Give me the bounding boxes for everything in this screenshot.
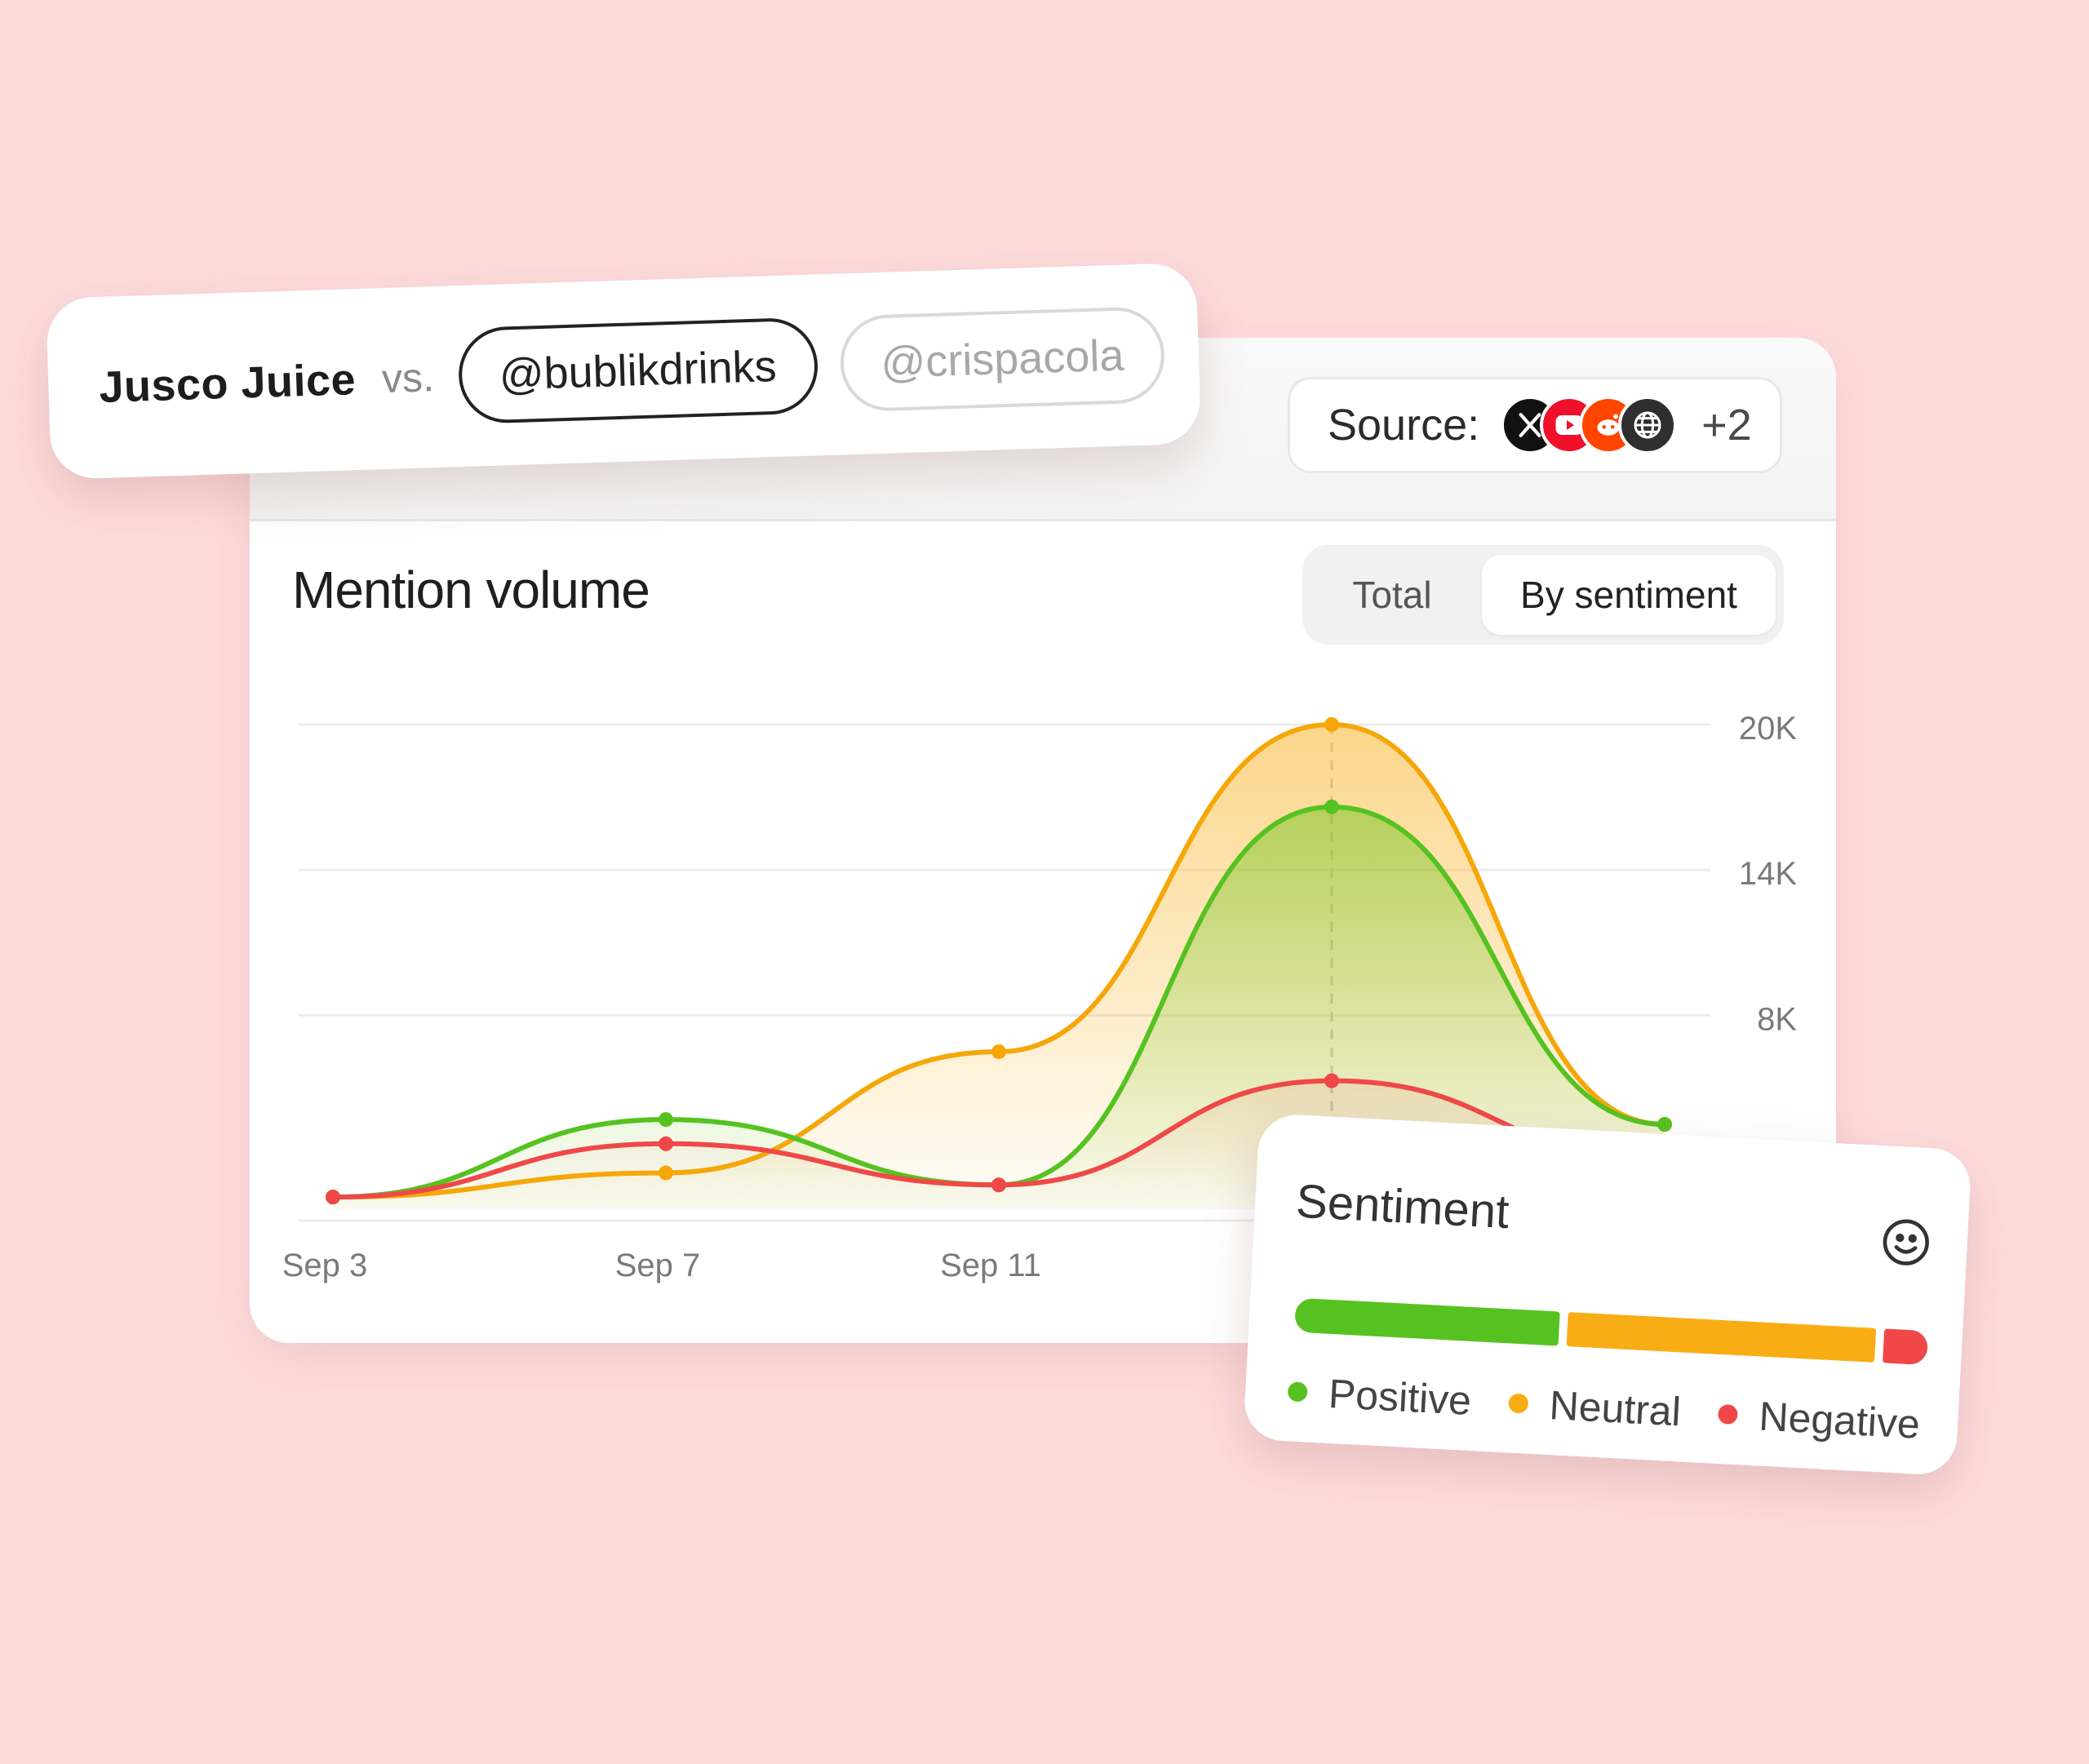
sentiment-segment-positive [1294, 1297, 1560, 1346]
sentiment-bar [1294, 1297, 1929, 1366]
point-neutral [659, 1165, 673, 1181]
line-positive [330, 804, 1667, 1200]
y-tick-label: 8K [1757, 1001, 1797, 1037]
source-icons [1501, 396, 1679, 454]
point-negative [659, 1136, 673, 1151]
toggle-by-sentiment[interactable]: By sentiment [1482, 555, 1776, 635]
view-toggle: Total By sentiment [1302, 545, 1784, 645]
line-neutral [330, 721, 1667, 1200]
compare-bar: Jusco Juice vs. @bublikdrinks @crispacol… [46, 262, 1202, 480]
point-negative [326, 1190, 340, 1205]
point-positive [1657, 1117, 1672, 1132]
x-tick-label: Sep 3 [282, 1248, 368, 1283]
y-tick-label: 20K [1739, 711, 1797, 747]
sentiment-legend: Positive Neutral Negative [1287, 1367, 1959, 1450]
positive-dot [1287, 1381, 1308, 1403]
account-pill-crispacola[interactable]: @crispacola [838, 305, 1167, 413]
x-tick-label: Sep 11 [940, 1248, 1041, 1283]
line-negative [330, 1078, 1667, 1200]
neutral-dot [1508, 1393, 1529, 1414]
legend-neutral-label: Neutral [1548, 1382, 1683, 1435]
point-neutral [1324, 717, 1339, 732]
globe-icon [1618, 396, 1678, 454]
sentiment-segment-negative [1882, 1328, 1929, 1366]
legend-neutral: Neutral [1507, 1379, 1682, 1435]
brand-name: Jusco Juice [98, 355, 357, 412]
point-negative [1324, 1073, 1339, 1088]
vs-label: vs. [381, 354, 435, 402]
sentiment-segment-neutral [1566, 1312, 1876, 1363]
legend-positive-label: Positive [1327, 1370, 1473, 1424]
toggle-total[interactable]: Total [1352, 574, 1432, 616]
chart-title: Mention volume [292, 561, 650, 619]
source-filter[interactable]: Source: +2 [1288, 377, 1782, 473]
sentiment-title: Sentiment [1294, 1174, 1510, 1239]
sentiment-card: Sentiment Positive Neutral Negative [1243, 1113, 1972, 1477]
point-negative [991, 1177, 1006, 1193]
point-neutral [991, 1044, 1006, 1059]
source-more-count: +2 [1701, 401, 1752, 450]
account-pill-bublikdrinks[interactable]: @bublikdrinks [456, 317, 819, 425]
x-tick-label: Sep 7 [615, 1248, 701, 1283]
smiley-icon [1883, 1219, 1929, 1265]
legend-negative-label: Negative [1758, 1393, 1922, 1447]
point-positive [1324, 799, 1339, 814]
source-label: Source: [1328, 401, 1480, 450]
y-tick-label: 14K [1739, 856, 1797, 892]
point-positive [659, 1112, 673, 1128]
legend-negative: Negative [1717, 1390, 1921, 1448]
legend-positive: Positive [1287, 1367, 1473, 1425]
negative-dot [1718, 1403, 1739, 1425]
